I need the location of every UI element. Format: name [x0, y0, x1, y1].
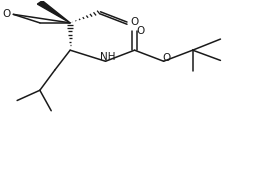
Text: O: O: [130, 17, 138, 27]
Polygon shape: [37, 1, 70, 23]
Text: NH: NH: [100, 52, 116, 62]
Text: O: O: [2, 9, 10, 19]
Text: O: O: [163, 52, 171, 62]
Text: O: O: [137, 26, 145, 36]
